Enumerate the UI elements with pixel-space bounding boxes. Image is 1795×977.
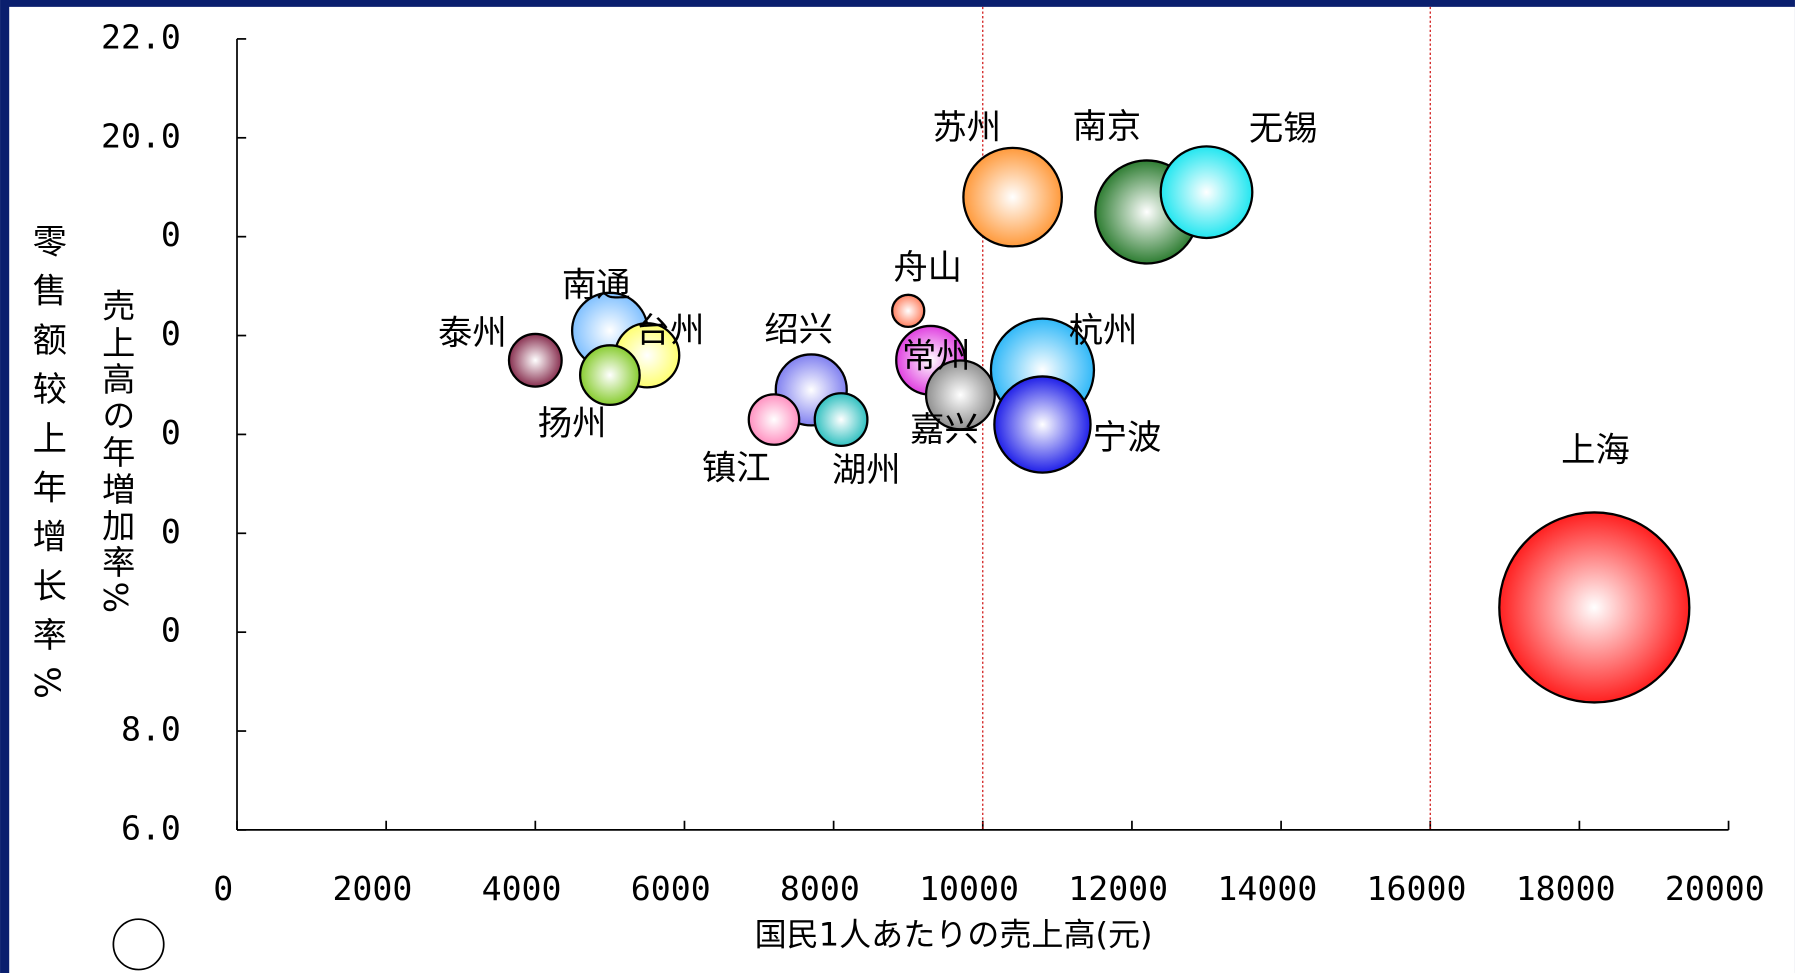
bubble-label: 绍兴 <box>764 310 833 350</box>
x-tick-label: 20000 <box>1665 869 1765 908</box>
y-tick-label: 0 <box>161 611 181 650</box>
bubble <box>1159 145 1254 240</box>
bubble-label: 舟山 <box>893 248 962 288</box>
y-tick-label: 22.0 <box>101 17 181 56</box>
bubble-label: 扬州 <box>538 404 607 444</box>
x-tick-label: 14000 <box>1217 869 1317 908</box>
bubble <box>507 332 563 388</box>
bubble-label: 嘉兴 <box>910 410 979 450</box>
y-tick-label: 0 <box>161 512 181 551</box>
y-tick-label: 20.0 <box>101 116 181 155</box>
bubble <box>1498 511 1691 704</box>
bubble-label: 常州 <box>902 336 971 376</box>
bubble-label: 镇江 <box>702 448 771 488</box>
x-tick-label: 6000 <box>631 869 711 908</box>
bubble <box>578 344 641 406</box>
x-tick-label: 0 <box>213 869 233 908</box>
plot-background <box>9 6 1795 974</box>
y-tick-label: 8.0 <box>121 710 181 749</box>
y-axis-label: 零售额较上年增长率% <box>26 223 66 714</box>
legend-symbol <box>112 918 165 971</box>
bubble-label: 宁波 <box>1093 418 1162 458</box>
y-tick-label: 0 <box>161 314 181 353</box>
y-tick-label: 0 <box>161 413 181 452</box>
bubble-label: 无锡 <box>1249 109 1318 149</box>
y-tick-label: 6.0 <box>121 808 181 847</box>
y-axis-label-2: 売上高の年増加率% <box>96 288 135 616</box>
x-tick-label: 8000 <box>780 869 860 908</box>
bubble-label: 苏州 <box>932 108 1001 148</box>
bubble-label: 湖州 <box>832 451 901 491</box>
bubble <box>993 375 1092 474</box>
bubble-label: 泰州 <box>438 314 507 354</box>
bubble-label: 杭州 <box>1069 311 1138 351</box>
x-tick-label: 10000 <box>919 869 1019 908</box>
x-axis-label: 国民1人あたりの売上高(元) <box>755 915 1153 953</box>
bubble-label: 台州 <box>636 311 705 351</box>
bubble-label: 南京 <box>1072 107 1141 147</box>
bubble <box>813 392 869 448</box>
x-tick-label: 18000 <box>1516 869 1616 908</box>
bubble <box>747 393 801 446</box>
x-tick-label: 16000 <box>1367 869 1467 908</box>
x-tick-label: 12000 <box>1068 869 1168 908</box>
y-tick-label: 0 <box>161 215 181 254</box>
bubble <box>891 293 926 328</box>
bubble <box>924 359 996 431</box>
bubble <box>962 146 1063 248</box>
x-tick-label: 2000 <box>332 869 412 908</box>
x-tick-label: 4000 <box>482 869 562 908</box>
bubble-label: 上海 <box>1561 430 1630 470</box>
bubble-label: 南通 <box>562 266 631 306</box>
